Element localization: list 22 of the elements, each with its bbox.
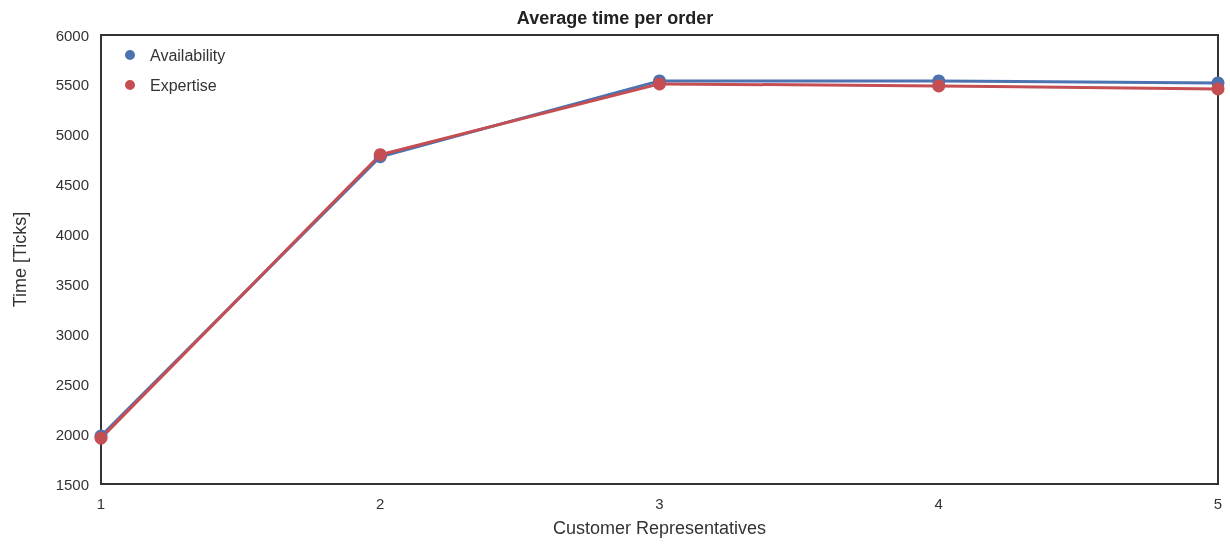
y-tick-label: 3500: [55, 275, 89, 293]
y-tick-label: 6000: [55, 26, 89, 44]
x-tick-label: 5: [1213, 495, 1223, 512]
legend-label: Availability: [150, 46, 226, 64]
x-axis-title: Customer Representatives: [552, 518, 767, 538]
y-axis-title: Time [Ticks]: [10, 211, 30, 308]
x-tick-label: 3: [655, 495, 664, 512]
y-tick-label: 5500: [55, 76, 89, 94]
y-tick-label: 4500: [55, 176, 89, 194]
x-tick-label: 2: [376, 495, 385, 512]
y-tick-label: 3000: [55, 325, 89, 343]
legend-label: Expertise: [150, 76, 217, 94]
x-tick-label: 1: [96, 495, 106, 512]
chart-title: Average time per order: [516, 8, 714, 28]
y-tick-label: 4000: [55, 226, 89, 244]
y-tick-label: 2500: [55, 375, 89, 393]
x-tick-label: 4: [934, 495, 943, 512]
point: [932, 79, 946, 93]
point: [1211, 82, 1225, 96]
y-tick-label: 1500: [55, 475, 89, 493]
y-tick-label: 2000: [55, 425, 89, 443]
y-tick-label: 5000: [55, 126, 89, 144]
